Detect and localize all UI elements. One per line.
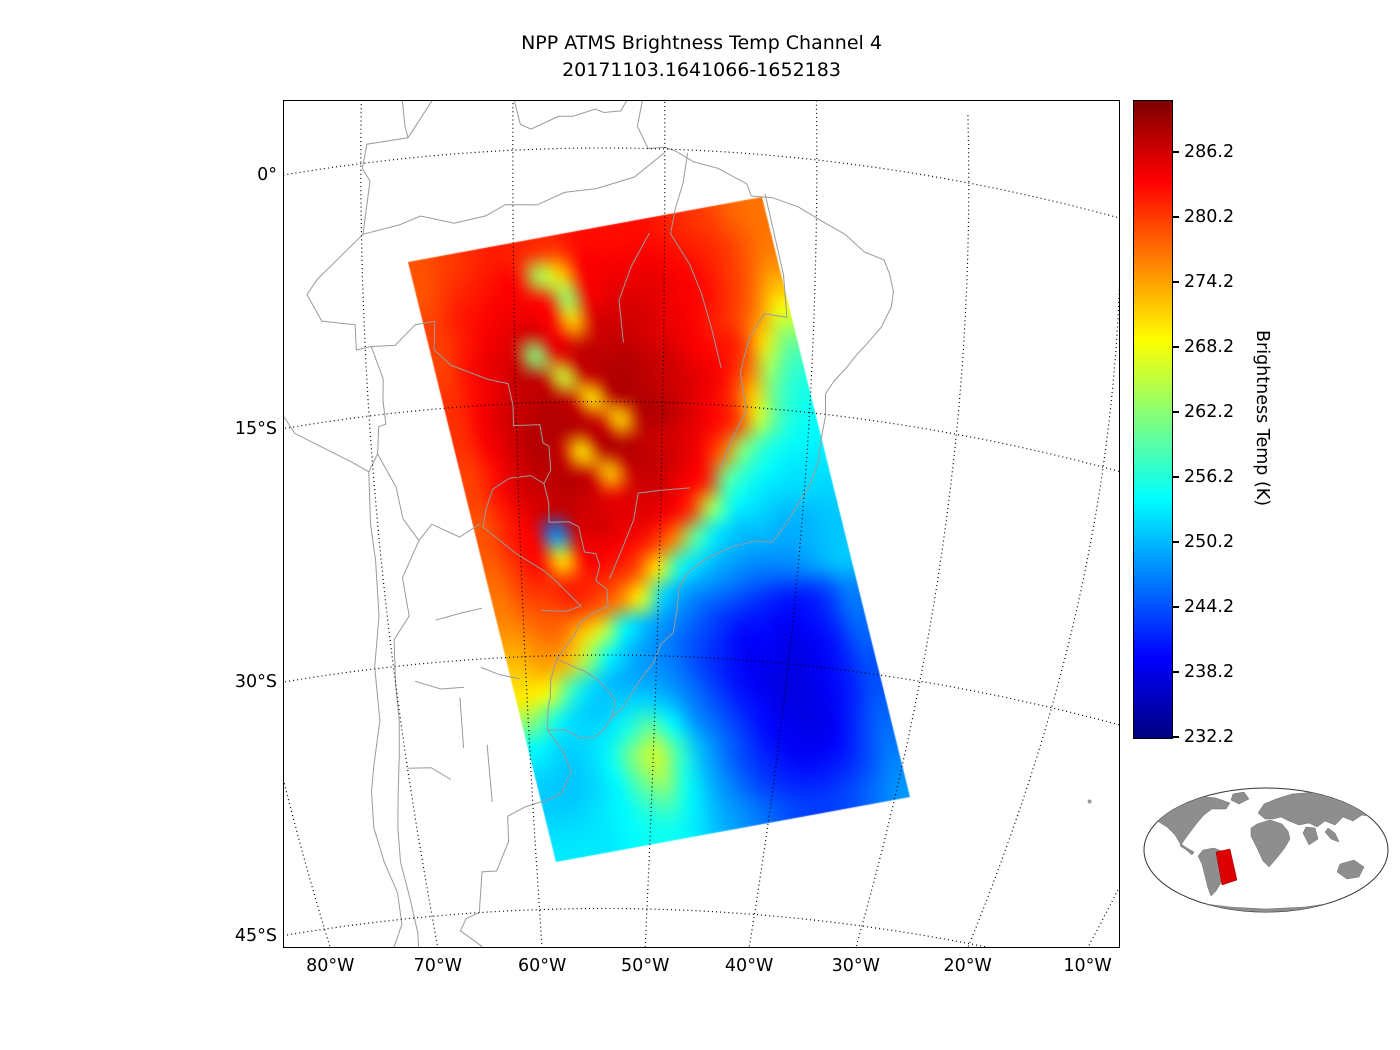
border-line [401, 100, 409, 138]
colorbar-tick-label: 268.2 [1184, 337, 1235, 357]
lon-tick-label: 30°W [831, 956, 880, 976]
parallel-line [283, 400, 1120, 473]
border-line [720, 313, 765, 468]
border-line [543, 483, 601, 581]
border-line [618, 232, 650, 343]
border-line [407, 100, 628, 139]
lon-tick-label: 60°W [517, 956, 567, 976]
colorbar-tick-label: 256.2 [1184, 467, 1235, 487]
parallel-line [283, 907, 995, 948]
colorbar-tick [1173, 541, 1179, 543]
border-line [556, 658, 617, 718]
lon-tick-label: 50°W [621, 956, 670, 976]
lon-tick-label: 40°W [724, 956, 774, 976]
border-line [480, 666, 520, 680]
colorbar-tick-label: 244.2 [1184, 597, 1235, 617]
border-line [556, 580, 609, 660]
plot-subtitle: 20171103.1641066-1652183 [562, 59, 841, 81]
colorbar-gradient [1134, 101, 1172, 738]
parallel-line [283, 147, 1120, 219]
colorbar-tick [1173, 606, 1179, 608]
border-line [459, 697, 465, 749]
plot-title: NPP ATMS Brightness Temp Channel 4 [521, 32, 882, 54]
basemap-layer [283, 100, 1120, 948]
meridian-line [283, 775, 332, 948]
plot-title-block: NPP ATMS Brightness Temp Channel 4 20171… [283, 30, 1120, 84]
meridian-line [855, 115, 970, 948]
border-line [670, 153, 722, 369]
meridian-line [644, 100, 666, 948]
colorbar-tick [1173, 151, 1179, 153]
lat-tick-label: 15°S [234, 418, 277, 439]
island-greenland [1230, 791, 1250, 805]
border-line [482, 526, 582, 612]
lat-tick-label: 30°S [234, 672, 277, 693]
border-line [407, 767, 452, 780]
colorbar-tick-label: 286.2 [1184, 142, 1235, 162]
coastline [283, 100, 895, 948]
meridian-line [512, 100, 543, 948]
colorbar-tick [1173, 476, 1179, 478]
colorbar [1133, 100, 1173, 739]
graticule-layer [283, 100, 1120, 948]
border-line [370, 346, 387, 454]
swath-heatmap-canvas [283, 100, 1120, 948]
border-line [486, 744, 493, 802]
border-line [482, 475, 545, 528]
colorbar-tick [1173, 346, 1179, 348]
border-line [435, 607, 483, 621]
island-marker [1087, 799, 1092, 804]
border-line [371, 320, 552, 484]
continent-australia [1336, 859, 1365, 880]
colorbar-tick [1173, 671, 1179, 673]
peninsula-india [1302, 826, 1319, 846]
colorbar-tick-label: 250.2 [1184, 532, 1235, 552]
inset-swath-footprint [1215, 848, 1238, 886]
border-line [306, 233, 372, 351]
peninsula-southeast-asia [1324, 827, 1340, 843]
meridian-line [1086, 884, 1120, 948]
lat-tick-label: 0° [257, 165, 277, 186]
colorbar-tick-label: 232.2 [1184, 727, 1235, 747]
continent-africa [1250, 819, 1291, 868]
border-line [368, 453, 379, 473]
inset-continents [1155, 791, 1374, 912]
colorbar-tick-label: 274.2 [1184, 272, 1235, 292]
map-plot-area [283, 100, 1120, 948]
inset-globe [1143, 787, 1389, 913]
colorbar-tick [1173, 736, 1179, 738]
border-line [547, 658, 558, 731]
colorbar-tick [1173, 281, 1179, 283]
border-line [609, 487, 690, 580]
border-line [377, 453, 420, 541]
lat-tick-label: 45°S [234, 925, 277, 946]
lon-tick-label: 10°W [1063, 956, 1112, 976]
colorbar-tick-label: 238.2 [1184, 662, 1235, 682]
colorbar-tick [1173, 411, 1179, 413]
border-line [362, 152, 666, 235]
border-line [418, 523, 481, 541]
colorbar-tick-label: 262.2 [1184, 402, 1235, 422]
meridian-line [748, 100, 818, 948]
meridian-line [966, 150, 1120, 948]
colorbar-tick-label: 280.2 [1184, 207, 1235, 227]
lon-tick-label: 20°W [943, 956, 992, 976]
border-line [764, 193, 788, 319]
coastlines-borders-layer [283, 100, 1092, 948]
border-line [393, 540, 420, 948]
border-line [414, 680, 465, 690]
continent-central-america [1179, 843, 1195, 856]
colorbar-axis-label: Brightness Temp (K) [1252, 330, 1272, 507]
lon-tick-label: 70°W [413, 956, 462, 976]
colorbar-tick [1173, 216, 1179, 218]
lon-tick-label: 80°W [306, 956, 355, 976]
border-line [361, 137, 409, 235]
